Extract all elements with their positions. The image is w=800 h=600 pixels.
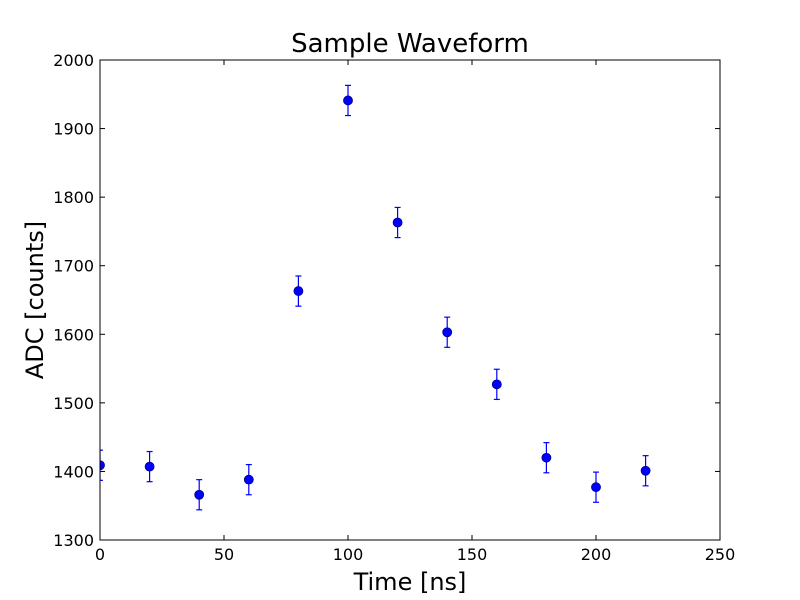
x-tick-label: 0	[95, 545, 105, 564]
y-tick-label: 1300	[53, 531, 94, 550]
y-tick-label: 1800	[53, 188, 94, 207]
x-tick-label: 150	[457, 545, 488, 564]
data-point	[591, 482, 601, 493]
data-point	[343, 95, 353, 106]
chart-title: Sample Waveform	[291, 29, 529, 59]
x-tick-label: 200	[581, 545, 612, 564]
axis-ticks: 0 50 100 150 200 250 1300 1400 1500 1600 1700 1800 1…	[53, 51, 735, 564]
y-tick-label: 1400	[53, 462, 94, 481]
data-point	[442, 327, 453, 338]
plot-frame	[99, 59, 721, 541]
data-point	[243, 474, 254, 485]
data-point	[392, 217, 403, 228]
y-tick-label: 1700	[53, 257, 94, 276]
x-tick-label: 250	[705, 545, 736, 564]
data-point	[100, 460, 105, 471]
data-point	[293, 286, 304, 296]
y-axis-label: ADC [counts]	[21, 221, 49, 379]
x-tick-label: 100	[333, 545, 364, 564]
data-point	[640, 465, 651, 476]
y-tick-label: 1600	[53, 325, 94, 344]
y-tick-label: 1500	[53, 394, 94, 413]
data-points	[100, 84, 651, 511]
x-tick-label: 50	[214, 545, 234, 564]
y-tick-label: 1900	[53, 120, 94, 139]
x-axis-label: Time [ns]	[353, 568, 467, 596]
data-point	[194, 489, 205, 500]
y-tick-label: 2000	[53, 51, 94, 70]
data-point	[541, 452, 552, 463]
data-point	[491, 379, 502, 390]
data-point	[144, 461, 155, 472]
